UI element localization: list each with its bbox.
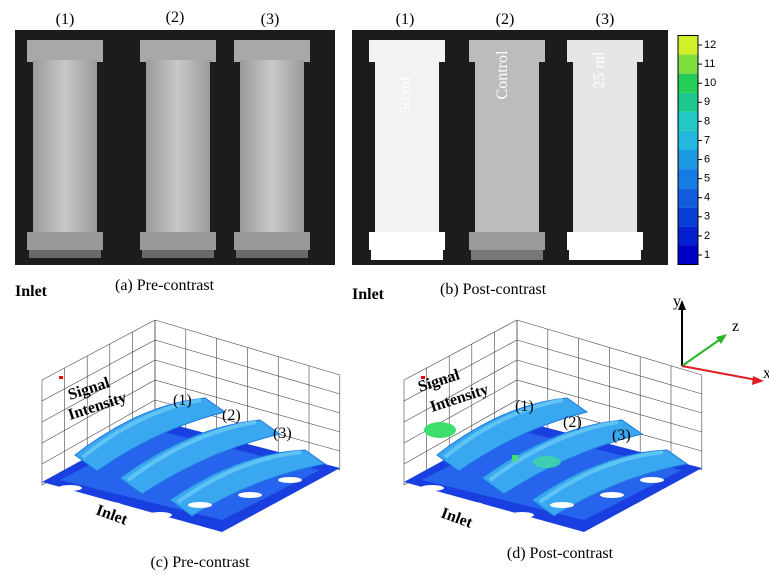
plot-marker: [59, 376, 63, 379]
tube-base: [371, 250, 443, 260]
colorbar-segment: [678, 150, 698, 169]
column-label: (3): [596, 11, 615, 28]
figure: (1) (2) (3) Inlet (a) Pre-contrast (1) (…: [0, 0, 769, 575]
column-label: (3): [261, 11, 280, 28]
column-label: (1): [56, 11, 75, 28]
surface-plot-c: [42, 320, 340, 532]
z-arrow: [682, 338, 722, 366]
colorbar-segment: [678, 169, 698, 188]
colorbar-tick-label: 4: [704, 192, 710, 204]
colorbar-segment: [678, 74, 698, 93]
surface-gap: [188, 502, 212, 508]
tube: [27, 232, 103, 250]
tube-base: [142, 250, 214, 258]
tube: [369, 232, 445, 250]
colorbar-tick-label: 11: [704, 58, 715, 70]
caption: (a) Pre-contrast: [115, 277, 215, 294]
colorbar-tick-label: 12: [704, 39, 716, 51]
tube: [140, 232, 216, 250]
tube: [140, 40, 216, 62]
plot-grid: [404, 320, 517, 380]
peak-label: (1): [173, 392, 192, 409]
x-arrow: [682, 366, 757, 380]
surface-gap: [420, 485, 444, 491]
colorbar-segment: [678, 245, 698, 264]
tube-base: [29, 250, 101, 258]
surface-gap: [550, 502, 574, 508]
axes-icon: y z x: [673, 293, 769, 385]
colorbar-tick-label: 9: [704, 96, 710, 108]
sample-label: Control: [494, 50, 511, 99]
colorbar-segment: [678, 207, 698, 226]
colorbar: 123456789101112: [678, 35, 716, 264]
inlet-label: Inlet: [94, 502, 131, 529]
colorbar-tick-label: 6: [704, 153, 710, 165]
caption: (d) Post-contrast: [507, 545, 614, 562]
surface-gap: [58, 485, 82, 491]
tube-base: [471, 250, 543, 260]
colorbar-tick-label: 5: [704, 173, 710, 185]
colorbar-segment: [678, 35, 698, 54]
peak-label: (1): [515, 398, 534, 415]
inlet-label: Inlet: [439, 505, 476, 532]
peak-label: (2): [222, 407, 241, 424]
tube: [234, 40, 310, 62]
tube: [234, 232, 310, 250]
sample-label: 25 ml: [591, 51, 608, 88]
colorbar-segment: [678, 55, 698, 74]
tube: [240, 60, 304, 235]
surface-gap: [510, 512, 534, 518]
surface-gap: [600, 492, 624, 498]
plot-grid: [42, 320, 155, 380]
column-label: (2): [496, 11, 515, 28]
peak-label: (2): [563, 414, 582, 431]
surface-plot-d: [404, 320, 702, 532]
tube-base: [236, 250, 308, 258]
tube: [469, 232, 545, 250]
tube-base: [569, 250, 641, 260]
inlet-label: Inlet: [15, 283, 48, 300]
axis-name: y: [673, 293, 681, 310]
tube: [146, 60, 210, 235]
surface-gap: [640, 477, 664, 483]
column-label: (1): [396, 11, 415, 28]
tube: [369, 40, 445, 62]
colorbar-segment: [678, 226, 698, 245]
colorbar-segment: [678, 112, 698, 131]
axis-name: x: [763, 365, 769, 382]
surface-hotspot: [424, 422, 456, 438]
tube: [27, 40, 103, 62]
caption: (c) Pre-contrast: [150, 554, 250, 571]
peak-label: (3): [612, 427, 631, 444]
tube: [33, 60, 97, 235]
colorbar-tick-label: 2: [704, 230, 710, 242]
colorbar-tick-label: 8: [704, 115, 710, 127]
colorbar-segment: [678, 93, 698, 112]
column-label: (2): [166, 9, 185, 26]
tube: [567, 232, 643, 250]
caption: (b) Post-contrast: [440, 281, 547, 298]
colorbar-segment: [678, 188, 698, 207]
surface-hotspot: [512, 455, 518, 461]
surface-gap: [148, 512, 172, 518]
sample-label: 50 ml: [397, 76, 414, 113]
tubes-a: [27, 40, 310, 258]
colorbar-tick-label: 3: [704, 211, 710, 223]
axis-name: z: [732, 318, 739, 335]
colorbar-tick-label: 1: [704, 249, 710, 261]
inlet-label: Inlet: [352, 286, 385, 303]
colorbar-tick-label: 7: [704, 134, 710, 146]
surface-gap: [460, 502, 484, 508]
surface-gap: [278, 477, 302, 483]
surface-gap: [238, 492, 262, 498]
colorbar-segment: [678, 131, 698, 150]
surface-hotspot: [533, 456, 561, 468]
colorbar-tick-label: 10: [704, 77, 716, 89]
peak-label: (3): [273, 425, 292, 442]
